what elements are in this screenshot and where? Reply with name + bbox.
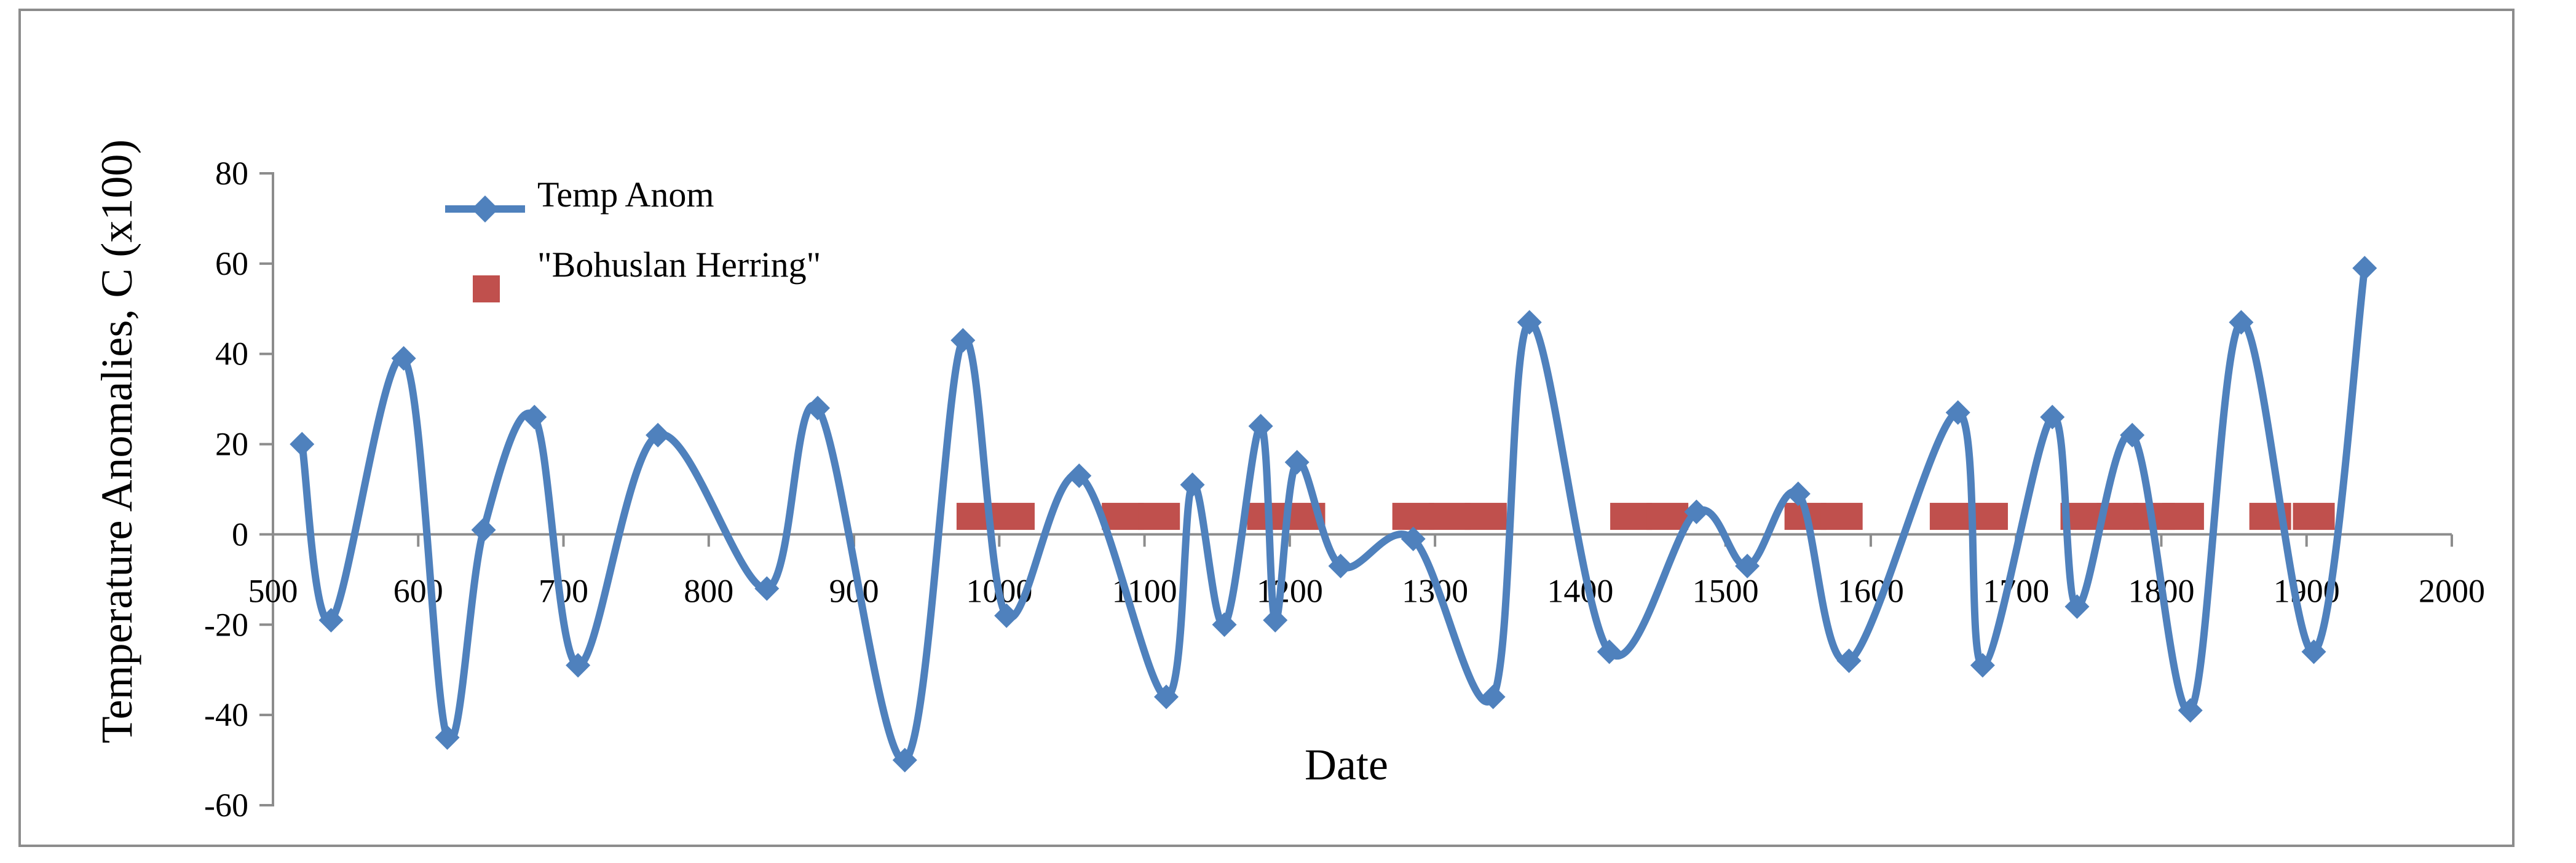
- temp-anom-point: [2178, 698, 2203, 723]
- y-tick-label: -40: [204, 696, 248, 733]
- temp-anom-point: [994, 603, 1019, 628]
- y-tick-label: 80: [215, 155, 248, 192]
- herring-marker: [1929, 503, 1972, 530]
- legend-diamond-swatch: [472, 195, 499, 223]
- herring-marker: [2162, 503, 2204, 530]
- temp-anom-point: [2352, 256, 2377, 281]
- temp-anom-point: [1684, 499, 1709, 524]
- temp-anom-point: [1154, 684, 1179, 709]
- x-tick-label: 1400: [1547, 572, 1613, 609]
- temp-anom-line: [298, 264, 2369, 764]
- herring-marker: [2293, 503, 2335, 530]
- temp-anom-point: [892, 747, 917, 773]
- temp-anom-point: [1785, 481, 1811, 506]
- x-tick-label: 1500: [1693, 572, 1759, 609]
- temp-anom-point: [290, 432, 315, 457]
- herring-marker: [1428, 503, 1471, 530]
- herring-marker: [1392, 503, 1434, 530]
- temp-anom-point: [950, 328, 976, 353]
- temp-anom-point: [646, 422, 671, 447]
- temp-anom-point: [805, 395, 830, 420]
- chart-frame: 80 60 40 20 0 -20 -40 -60 500 600 700 800 900 1000 11…: [18, 9, 2515, 847]
- legend: Temp Anom "Bohuslan Herring": [445, 175, 821, 302]
- y-axis: 80 60 40 20 0 -20 -40 -60: [204, 155, 274, 824]
- x-tick-label: 1600: [1838, 572, 1904, 609]
- y-axis-title: Temperature Anomalies, C (x100): [92, 140, 141, 744]
- temp-anom-point: [1180, 472, 1205, 497]
- x-tick-label: 2000: [2419, 572, 2485, 609]
- x-axis: 500 600 700 800 900 1000 1100 1200 1300 1400 1500 1…: [248, 533, 2485, 609]
- temp-anom-point: [1067, 463, 1092, 488]
- herring-marker: [1138, 503, 1180, 530]
- y-tick-label: 0: [232, 516, 248, 553]
- temp-anom-point: [1248, 414, 1273, 439]
- x-tick-label: 1200: [1257, 572, 1323, 609]
- temp-anom-point: [1401, 526, 1426, 551]
- herring-marker: [1464, 503, 1507, 530]
- herring-marker: [992, 503, 1035, 530]
- temp-anom-point: [318, 607, 344, 632]
- temp-anom-point: [1970, 653, 1995, 678]
- temp-anom-point: [435, 725, 460, 750]
- temp-anom-point: [1284, 449, 1310, 475]
- temp-anom-point: [2120, 422, 2145, 447]
- x-tick-label: 1700: [1983, 572, 2049, 609]
- herring-marker: [1646, 503, 1689, 530]
- y-tick-label: -60: [204, 787, 248, 824]
- x-tick-label: 500: [248, 572, 298, 609]
- temp-anom-point: [2301, 639, 2326, 664]
- temp-anom-point: [2064, 594, 2090, 619]
- temp-anom-point: [566, 653, 591, 678]
- temp-anom-point: [1735, 553, 1760, 578]
- y-tick-label: 20: [215, 426, 248, 463]
- temp-anom-point: [1328, 553, 1353, 578]
- herring-marker: [1820, 503, 1863, 530]
- temp-anom-point: [522, 404, 547, 430]
- herring-marker: [1102, 503, 1144, 530]
- temp-anom-point: [391, 346, 416, 371]
- legend-label-temp-anom: Temp Anom: [537, 175, 714, 215]
- x-tick-label: 800: [684, 572, 733, 609]
- y-tick-label: -20: [204, 606, 248, 643]
- legend-square-swatch: [473, 275, 500, 302]
- plot-area: [290, 256, 2377, 773]
- temp-anom-point: [1212, 612, 1237, 637]
- temp-anom-point: [1263, 607, 1288, 632]
- temp-anom-point: [1836, 648, 1862, 674]
- temp-anom-point: [1945, 400, 1970, 425]
- y-tick-label: 60: [215, 245, 248, 282]
- y-tick-label: 40: [215, 336, 248, 372]
- herring-marker: [1610, 503, 1653, 530]
- temp-anom-point: [1480, 684, 1506, 709]
- x-axis-title: Date: [1305, 740, 1388, 789]
- temp-anom-point: [1597, 639, 1622, 664]
- legend-label-herring: "Bohuslan Herring": [537, 245, 821, 285]
- temp-anom-point: [754, 576, 780, 601]
- temp-anom-point: [471, 518, 496, 543]
- temp-anom-point: [2040, 404, 2065, 430]
